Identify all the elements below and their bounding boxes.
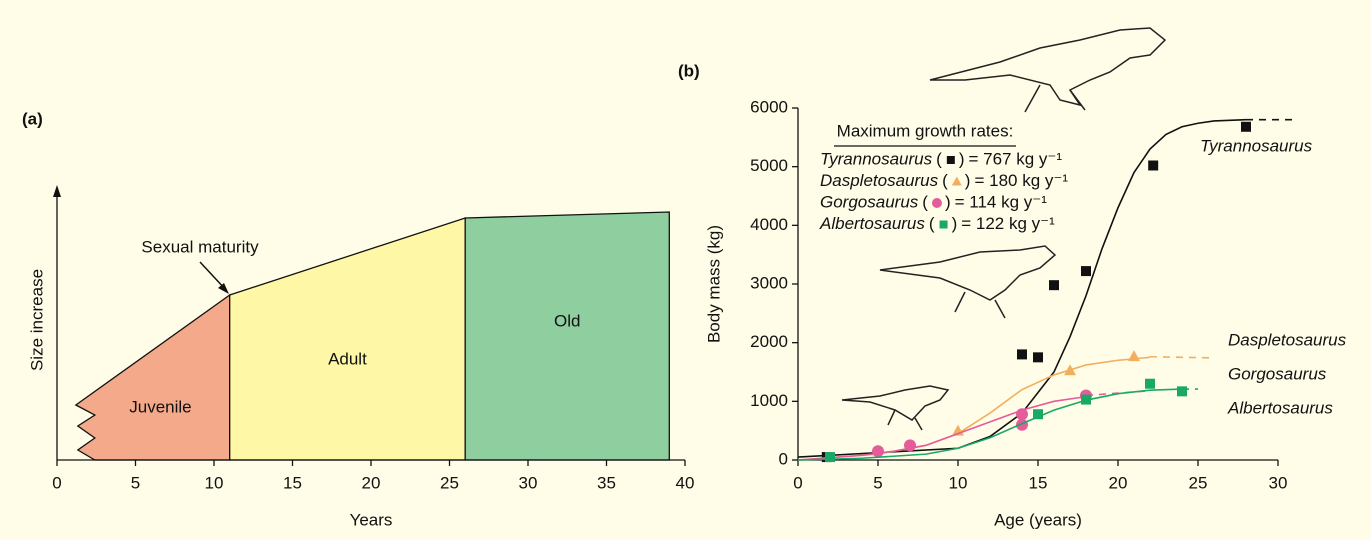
- marker: [872, 445, 884, 457]
- y-tick-label: 6000: [750, 97, 788, 116]
- x-tick-label: 40: [676, 473, 695, 492]
- x-axis-title: Years: [350, 510, 393, 529]
- legend-marker: [940, 221, 948, 229]
- curve-label: Albertosaurus: [1227, 398, 1333, 417]
- x-tick-label: 15: [1029, 473, 1048, 492]
- marker: [904, 439, 916, 451]
- legend-bracket: ): [959, 149, 965, 168]
- legend-name: Albertosaurus: [819, 214, 925, 233]
- curve-label: Daspletosaurus: [1228, 330, 1347, 349]
- legend-bracket: ): [965, 171, 971, 190]
- x-axis-title: Age (years): [994, 510, 1082, 529]
- curve-label: Gorgosaurus: [1228, 364, 1327, 383]
- y-tick-label: 3000: [750, 273, 788, 292]
- marker: [1033, 409, 1043, 419]
- x-tick-label: 15: [283, 473, 302, 492]
- x-tick-label: 25: [1189, 473, 1208, 492]
- x-tick-label: 0: [52, 473, 61, 492]
- curve-label: Tyrannosaurus: [1200, 136, 1313, 155]
- x-tick-label: 30: [519, 473, 538, 492]
- marker: [1016, 408, 1028, 420]
- marker: [1049, 280, 1059, 290]
- y-tick-label: 0: [779, 449, 788, 468]
- legend-rate: = 767 kg y⁻¹: [968, 149, 1062, 168]
- marker: [825, 452, 835, 462]
- legend-bracket: (: [922, 192, 928, 211]
- figure: (a) (b) Years Age (years) Size increase …: [0, 0, 1371, 540]
- legend-marker: [947, 156, 955, 164]
- legend-bracket: ): [952, 214, 958, 233]
- page: (a) (b) Years Age (years) Size increase …: [0, 0, 1371, 540]
- y-tick-label: 5000: [750, 156, 788, 175]
- panel-label: (b): [678, 61, 700, 80]
- legend-title: Maximum growth rates:: [837, 121, 1014, 140]
- x-tick-label: 20: [362, 473, 381, 492]
- x-tick-label: 10: [949, 473, 968, 492]
- legend-rate: = 122 kg y⁻¹: [961, 214, 1055, 233]
- legend-name: Gorgosaurus: [820, 192, 919, 211]
- marker: [1081, 395, 1091, 405]
- marker: [1145, 379, 1155, 389]
- x-tick-label: 35: [597, 473, 616, 492]
- legend-name: Tyrannosaurus: [820, 149, 933, 168]
- y-axis-title: Size increase: [27, 269, 46, 371]
- legend-bracket: (: [936, 149, 942, 168]
- x-tick-label: 25: [440, 473, 459, 492]
- marker: [1177, 386, 1187, 396]
- x-tick-label: 20: [1109, 473, 1128, 492]
- x-tick-label: 30: [1269, 473, 1288, 492]
- legend-bracket: (: [929, 214, 935, 233]
- annotation: Sexual maturity: [141, 237, 259, 256]
- marker: [1241, 122, 1251, 132]
- legend-name: Daspletosaurus: [820, 171, 939, 190]
- marker: [1081, 266, 1091, 276]
- marker: [1017, 349, 1027, 359]
- stage-label: Adult: [328, 349, 367, 368]
- legend-bracket: ): [945, 192, 951, 211]
- x-tick-label: 5: [873, 473, 882, 492]
- legend-rate: = 180 kg y⁻¹: [974, 171, 1068, 190]
- stage-label: Old: [554, 311, 580, 330]
- stage-region: [465, 212, 669, 460]
- panel-label: (a): [22, 109, 43, 128]
- legend-marker: [932, 198, 942, 208]
- y-tick-label: 2000: [750, 332, 788, 351]
- marker: [1148, 160, 1158, 170]
- marker: [1033, 352, 1043, 362]
- x-tick-label: 0: [793, 473, 802, 492]
- y-tick-label: 4000: [750, 215, 788, 234]
- y-tick-label: 1000: [750, 391, 788, 410]
- legend-bracket: (: [942, 171, 948, 190]
- x-tick-label: 5: [131, 473, 140, 492]
- y-axis-title: Body mass (kg): [704, 225, 723, 343]
- legend-rate: = 114 kg y⁻¹: [955, 192, 1048, 211]
- stage-label: Juvenile: [129, 397, 191, 416]
- x-tick-label: 10: [205, 473, 224, 492]
